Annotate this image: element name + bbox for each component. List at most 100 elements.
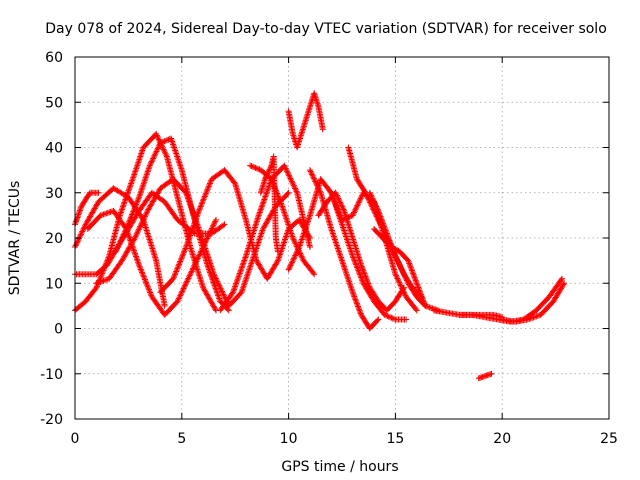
data-point (173, 267, 180, 274)
data-point (288, 259, 295, 266)
data-point (336, 211, 343, 218)
data-point (142, 277, 149, 284)
data-point (351, 257, 358, 264)
data-point (356, 198, 363, 205)
data-point (396, 279, 403, 286)
data-point (129, 211, 136, 218)
data-point (361, 188, 368, 195)
data-point (343, 235, 350, 241)
data-point (211, 272, 218, 279)
data-point (173, 268, 180, 275)
data-point (353, 205, 360, 212)
data-point (351, 209, 358, 216)
data-point (255, 212, 262, 219)
data-point (148, 159, 155, 166)
data-point (233, 280, 240, 287)
data-point (159, 145, 166, 152)
data-point (170, 141, 177, 148)
data-point (196, 206, 203, 213)
data-point (180, 285, 187, 292)
data-point (174, 153, 181, 160)
data-point (340, 216, 347, 223)
data-point (76, 234, 83, 241)
series-arc-u (499, 280, 568, 325)
data-point (153, 130, 160, 137)
data-point (206, 229, 213, 236)
data-point (246, 266, 253, 273)
data-point (143, 280, 150, 287)
data-point (141, 214, 148, 221)
data-point (395, 258, 402, 265)
data-point (333, 241, 340, 248)
data-point (412, 276, 419, 283)
data-point (136, 155, 143, 162)
data-point (137, 153, 144, 160)
data-point (160, 146, 167, 153)
data-point (138, 150, 145, 157)
data-point (153, 148, 160, 155)
data-point (203, 189, 210, 196)
data-point (73, 241, 80, 248)
data-point (335, 208, 342, 215)
data-point (133, 165, 140, 172)
data-point (133, 232, 140, 239)
data-point (334, 244, 341, 251)
data-point (192, 259, 199, 266)
data-point (208, 225, 215, 232)
data-point (288, 230, 295, 237)
data-point (414, 281, 421, 288)
data-point (280, 241, 287, 248)
data-point (176, 261, 183, 268)
data-point (242, 277, 249, 284)
data-point (407, 264, 414, 271)
data-point (123, 224, 130, 231)
data-point (210, 221, 217, 228)
y-axis-title: SDTVAR / TECUs (7, 181, 23, 296)
data-point (191, 220, 198, 227)
data-point (349, 212, 356, 219)
data-point (236, 271, 243, 278)
data-point (141, 275, 148, 282)
data-point (135, 159, 142, 166)
data-point (282, 236, 289, 243)
data-point (212, 306, 219, 313)
data-point (306, 244, 313, 251)
data-point (400, 269, 407, 276)
data-point (174, 265, 181, 272)
data-point (145, 285, 152, 292)
data-point (306, 167, 313, 174)
data-point (131, 249, 138, 256)
data-point (342, 266, 349, 273)
data-point (346, 242, 353, 249)
data-point (278, 201, 285, 208)
data-point (353, 263, 360, 270)
data-point (330, 195, 337, 202)
data-point (376, 212, 383, 219)
data-point (280, 242, 287, 249)
data-point (162, 150, 169, 157)
data-point (312, 179, 319, 186)
data-point (136, 263, 143, 270)
data-point (135, 195, 142, 202)
data-point (257, 206, 264, 213)
data-point (365, 281, 372, 288)
data-point (148, 158, 155, 165)
data-point (334, 245, 341, 252)
data-point (97, 278, 104, 285)
data-point (248, 259, 255, 266)
data-point (133, 230, 140, 237)
data-point (218, 288, 225, 295)
data-point (129, 210, 136, 217)
data-point (354, 302, 361, 309)
data-point (135, 158, 142, 165)
data-point (147, 290, 154, 297)
data-point (397, 282, 404, 289)
data-point (330, 194, 337, 201)
data-point (347, 213, 354, 220)
data-point (94, 279, 101, 286)
data-point (81, 224, 88, 231)
x-tick-label: 0 (71, 431, 80, 447)
data-point (385, 234, 392, 241)
data-point (368, 193, 375, 200)
data-point (235, 274, 242, 281)
